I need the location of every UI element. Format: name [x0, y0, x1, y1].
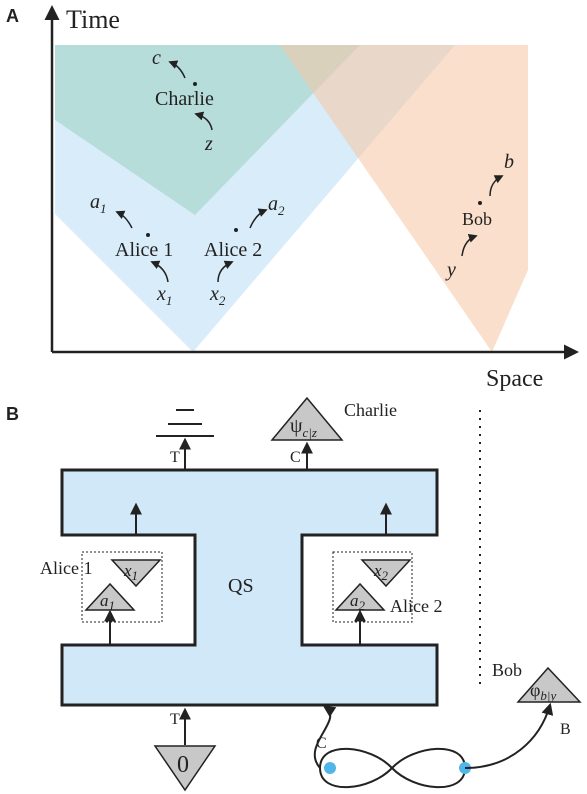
event: [478, 201, 482, 205]
party-name: Alice 1: [115, 239, 173, 261]
particle: [324, 762, 336, 774]
event: [234, 228, 238, 232]
entangled-source: [320, 749, 465, 787]
party-name: Charlie: [344, 400, 397, 420]
initial-label: 0: [177, 752, 189, 778]
arrow: [465, 705, 550, 768]
panel-b: B T ψc|z Charlie C QS x1 a1 Alice 1 x2 a…: [6, 398, 580, 790]
party-name: Alice 1: [40, 558, 92, 578]
output-label: c: [152, 47, 161, 69]
panel-label: A: [6, 6, 19, 26]
event: [193, 82, 197, 86]
system-label: QS: [228, 575, 254, 597]
axis-label: Space: [486, 366, 543, 392]
figure: A Time Space c Charlie z a1 Alice 1 x1 a…: [0, 0, 587, 794]
party-name: Bob: [492, 660, 522, 680]
party-name: Alice 2: [390, 596, 442, 616]
port-label: C: [290, 449, 301, 466]
input-label: y: [445, 259, 456, 281]
event: [146, 233, 150, 237]
port-label: T: [170, 711, 180, 728]
panel-label: B: [6, 404, 19, 424]
axis-label: Time: [66, 5, 120, 34]
party-name: Bob: [462, 209, 492, 229]
port-label: T: [170, 449, 180, 466]
output-label: b: [504, 151, 514, 173]
party-name: Charlie: [155, 88, 214, 110]
input-label: z: [204, 133, 213, 155]
panel-a: A Time Space c Charlie z a1 Alice 1 x1 a…: [6, 5, 576, 392]
port-label: B: [560, 721, 571, 738]
party-name: Alice 2: [204, 239, 262, 261]
